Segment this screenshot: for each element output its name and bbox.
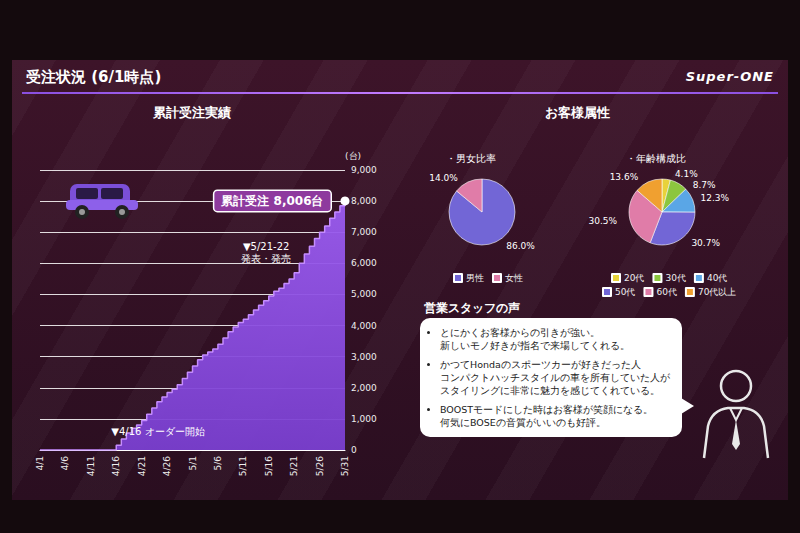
svg-text:4.1%: 4.1% (675, 169, 698, 179)
html-text:累計受注実績: 累計受注実績 (153, 105, 231, 120)
html-text:Super-ONE: Super-ONE (685, 69, 774, 84)
svg-text:5/26: 5/26 (315, 456, 325, 476)
svg-text:女性: 女性 (505, 273, 523, 283)
html-text:営業スタッフの声: 営業スタッフの声 (424, 301, 520, 315)
svg-text:4/21: 4/21 (137, 456, 147, 476)
svg-text:4,000: 4,000 (351, 321, 377, 331)
svg-text:70代以上: 70代以上 (698, 287, 736, 297)
svg-text:12.3%: 12.3% (700, 193, 729, 203)
svg-text:8,000: 8,000 (351, 196, 377, 206)
html-text:BOOSTモードにした時はお客様が笑顔になる。: BOOSTモードにした時はお客様が笑顔になる。 (440, 404, 654, 415)
svg-text:6,000: 6,000 (351, 258, 377, 268)
svg-text:14.0%: 14.0% (429, 173, 458, 183)
svg-text:5/1: 5/1 (188, 456, 198, 470)
svg-text:5/11: 5/11 (238, 456, 248, 476)
svg-text:1,000: 1,000 (351, 414, 377, 424)
svg-text:累計受注 8,006台: 累計受注 8,006台 (220, 194, 323, 208)
svg-text:4/1: 4/1 (35, 456, 45, 470)
svg-text:13.6%: 13.6% (610, 172, 639, 182)
svg-text:4/16: 4/16 (111, 456, 121, 476)
svg-text:4/26: 4/26 (162, 456, 172, 476)
html-text:新しいモノ好きが指名で来場してくれる。: 新しいモノ好きが指名で来場してくれる。 (440, 340, 630, 351)
svg-text:4/11: 4/11 (86, 456, 96, 476)
svg-text:2,000: 2,000 (351, 383, 377, 393)
svg-text:30代: 30代 (665, 273, 685, 283)
svg-text:5/21: 5/21 (289, 456, 299, 476)
svg-text:60代: 60代 (656, 287, 676, 297)
svg-text:▼5/21-22: ▼5/21-22 (243, 241, 289, 252)
svg-text:5/6: 5/6 (213, 456, 223, 471)
svg-text:3,000: 3,000 (351, 352, 377, 362)
svg-text:0: 0 (351, 445, 357, 455)
html-text:お客様属性: お客様属性 (544, 105, 610, 120)
svg-text:9,000: 9,000 (351, 165, 377, 175)
html-text:スタイリングに非常に魅力を感じてくれている。: スタイリングに非常に魅力を感じてくれている。 (440, 385, 660, 396)
svg-text:50代: 50代 (615, 287, 635, 297)
html-text:コンパクトハッチスタイルの車を所有していた人が: コンパクトハッチスタイルの車を所有していた人が (440, 372, 670, 383)
html-text:・年齢構成比: ・年齢構成比 (626, 153, 686, 164)
html-text:受注状況 (6/1時点): 受注状況 (6/1時点) (26, 68, 162, 86)
svg-text:5/31: 5/31 (340, 456, 350, 476)
svg-text:発表・発売: 発表・発売 (241, 253, 291, 264)
html-text:・男女比率: ・男女比率 (446, 153, 496, 164)
html-text:とにかくお客様からの引きが強い。: とにかくお客様からの引きが強い。 (440, 327, 600, 338)
svg-text:30.5%: 30.5% (589, 216, 618, 226)
svg-text:86.0%: 86.0% (506, 241, 535, 251)
svg-text:40代: 40代 (707, 273, 727, 283)
svg-text:7,000: 7,000 (351, 227, 377, 237)
svg-text:20代: 20代 (624, 273, 644, 283)
html-text:かつてHondaのスポーツカーが好きだった人: かつてHondaのスポーツカーが好きだった人 (440, 359, 641, 370)
svg-text:男性: 男性 (466, 273, 484, 283)
svg-text:(台): (台) (345, 151, 361, 161)
html-text:何気にBOSEの音質がいいのも好評。: 何気にBOSEの音質がいいのも好評。 (440, 417, 606, 428)
svg-text:▼4/16 オーダー開始: ▼4/16 オーダー開始 (111, 426, 204, 437)
svg-text:5,000: 5,000 (351, 289, 377, 299)
svg-text:30.7%: 30.7% (691, 238, 720, 248)
svg-text:8.7%: 8.7% (693, 180, 716, 190)
svg-text:5/16: 5/16 (264, 456, 274, 476)
svg-text:4/6: 4/6 (60, 456, 70, 471)
